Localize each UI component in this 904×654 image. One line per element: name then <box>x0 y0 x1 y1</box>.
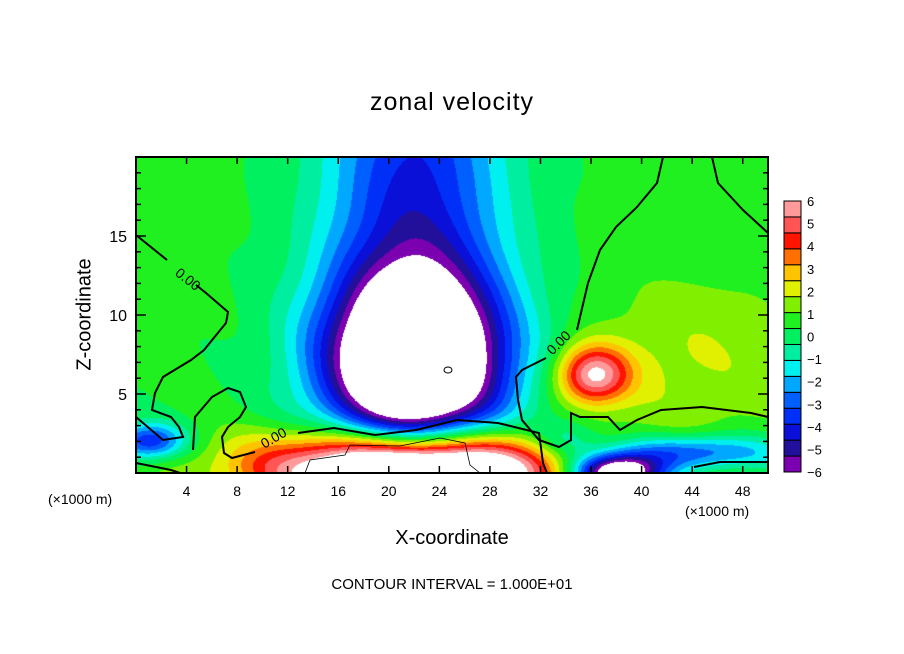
x-tick-label: 20 <box>381 483 397 499</box>
contour-label: 0.00 <box>258 424 290 452</box>
chart-title: zonal velocity <box>369 88 535 116</box>
colorbar-swatch <box>783 312 802 330</box>
colorbar-tick-label: 6 <box>807 194 814 209</box>
colorbar-swatch <box>783 264 802 282</box>
colorbar-swatch <box>783 439 802 457</box>
x-tick-label: 36 <box>583 483 599 499</box>
x-tick-label: 24 <box>432 483 448 499</box>
colorbar-tick-label: 2 <box>807 284 814 299</box>
y-units-label: (×1000 m) <box>48 491 113 507</box>
colorbar-tick-label: −2 <box>807 375 822 390</box>
colorbar-swatch <box>783 423 802 441</box>
colorbar-tick-label: −3 <box>807 397 822 412</box>
x-tick-label: 48 <box>735 483 751 499</box>
colorbar-tick-label: −4 <box>807 420 822 435</box>
colorbar-tick-label: −6 <box>807 465 822 480</box>
colorbar-swatch <box>783 407 802 425</box>
contour-line-zero <box>711 156 769 234</box>
contour-label: 0.00 <box>172 264 203 294</box>
contour-line-zero <box>693 461 768 468</box>
colorbar-swatch <box>783 200 802 218</box>
x-tick-label: 28 <box>482 483 498 499</box>
x-tick-label: 32 <box>533 483 549 499</box>
colorbar-tick-label: 1 <box>807 307 814 322</box>
x-units-label: (×1000 m) <box>685 503 750 519</box>
colorbar-swatch <box>783 280 802 298</box>
contour-label: 0.00 <box>543 327 574 358</box>
colorbar-swatch <box>783 232 802 250</box>
x-tick-label: 4 <box>183 483 191 499</box>
colorbar-swatch <box>783 296 802 314</box>
contour-line-zero <box>192 386 548 474</box>
colorbar-swatch <box>783 375 802 393</box>
contour-interval-note: CONTOUR INTERVAL = 1.000E+01 <box>331 576 573 593</box>
colorbar-tick-label: 4 <box>807 239 814 254</box>
x-tick-label: 44 <box>684 483 700 499</box>
x-tick-label: 40 <box>634 483 650 499</box>
colorbar-swatch <box>783 248 802 266</box>
colorbar-tick-label: 0 <box>807 330 814 345</box>
contour-line-thin <box>304 437 481 474</box>
colorbar-tick-label: −1 <box>807 352 822 367</box>
contour-line-zero <box>135 234 230 442</box>
x-tick-label: 8 <box>233 483 241 499</box>
colorbar-tick-label: −5 <box>807 442 822 457</box>
contour-line-zero <box>514 156 769 449</box>
contour-line-zero <box>135 462 181 474</box>
y-tick-label: 15 <box>109 229 127 246</box>
colorbar-swatch <box>783 328 802 345</box>
contour-line-small <box>443 366 453 374</box>
colorbar-tick-label: 3 <box>807 262 814 277</box>
x-axis-label: X-coordinate <box>395 527 509 549</box>
colorbar-swatch <box>783 216 802 234</box>
colorbar-swatch <box>783 343 802 361</box>
colorbar-swatch <box>783 455 802 473</box>
colorbar-swatch <box>783 359 802 377</box>
colorbar-tick-label: 5 <box>807 217 814 232</box>
y-tick-label: 5 <box>118 387 127 404</box>
y-tick-label: 10 <box>109 308 127 325</box>
x-tick-label: 16 <box>330 483 346 499</box>
colorbar-swatch <box>783 391 802 409</box>
x-tick-label: 12 <box>280 483 296 499</box>
